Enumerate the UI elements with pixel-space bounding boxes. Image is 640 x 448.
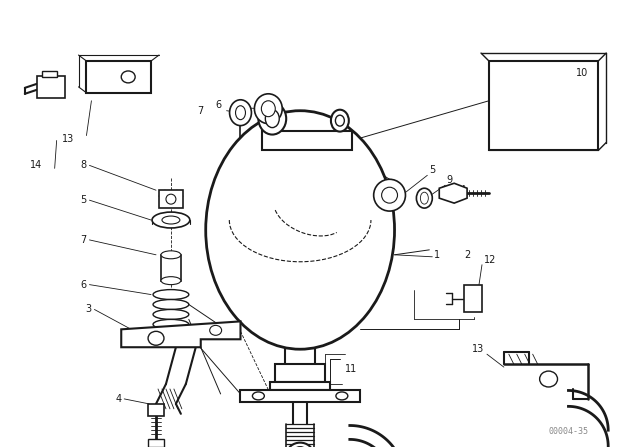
Ellipse shape [153,289,189,300]
Ellipse shape [292,447,308,448]
Bar [86,61,151,93]
Text: 5: 5 [80,195,86,205]
Text: 10: 10 [576,68,588,78]
Bar [36,76,65,98]
Text: 7: 7 [80,235,86,245]
Ellipse shape [205,111,394,349]
Polygon shape [121,321,241,347]
Ellipse shape [230,100,252,125]
Text: 4: 4 [115,394,121,404]
Bar [161,255,181,280]
Ellipse shape [335,115,344,126]
Text: 13: 13 [61,134,74,143]
Ellipse shape [266,110,279,128]
Bar [241,390,360,402]
Ellipse shape [152,212,190,228]
Bar [148,439,164,447]
Ellipse shape [153,300,189,310]
Bar [148,404,164,416]
Text: 13: 13 [472,344,484,354]
Text: 9: 9 [446,175,452,185]
Ellipse shape [161,277,181,284]
Bar [489,61,598,151]
Ellipse shape [162,216,180,224]
Text: 11: 11 [345,364,357,374]
Text: 12: 12 [484,255,497,265]
Polygon shape [439,183,467,203]
Ellipse shape [153,319,189,329]
Bar [464,284,482,312]
Text: 2: 2 [464,250,470,260]
Text: 5: 5 [429,165,436,175]
Text: 8: 8 [81,160,86,170]
Bar [275,364,325,382]
Ellipse shape [166,194,176,204]
Polygon shape [262,130,352,151]
Ellipse shape [153,310,189,319]
Ellipse shape [210,325,221,335]
Bar [42,71,57,77]
Ellipse shape [374,179,406,211]
Text: 7: 7 [198,106,204,116]
Ellipse shape [331,110,349,132]
Ellipse shape [417,188,432,208]
Ellipse shape [151,329,191,339]
Ellipse shape [255,94,282,124]
Ellipse shape [121,71,135,83]
Text: 4: 4 [459,185,465,195]
Text: 6: 6 [216,100,221,110]
Ellipse shape [420,192,428,204]
Text: 14: 14 [30,160,42,170]
Ellipse shape [148,332,164,345]
Ellipse shape [161,251,181,259]
Text: 00004-35: 00004-35 [548,427,588,436]
Bar [159,190,183,208]
Ellipse shape [259,103,286,134]
Ellipse shape [336,392,348,400]
Text: 3: 3 [85,305,92,314]
Ellipse shape [287,443,313,448]
Text: 1: 1 [435,250,440,260]
Bar [270,382,330,390]
Ellipse shape [236,106,246,120]
Ellipse shape [261,101,275,116]
Ellipse shape [540,371,557,387]
Text: 6: 6 [81,280,86,289]
Ellipse shape [381,187,397,203]
Ellipse shape [252,392,264,400]
